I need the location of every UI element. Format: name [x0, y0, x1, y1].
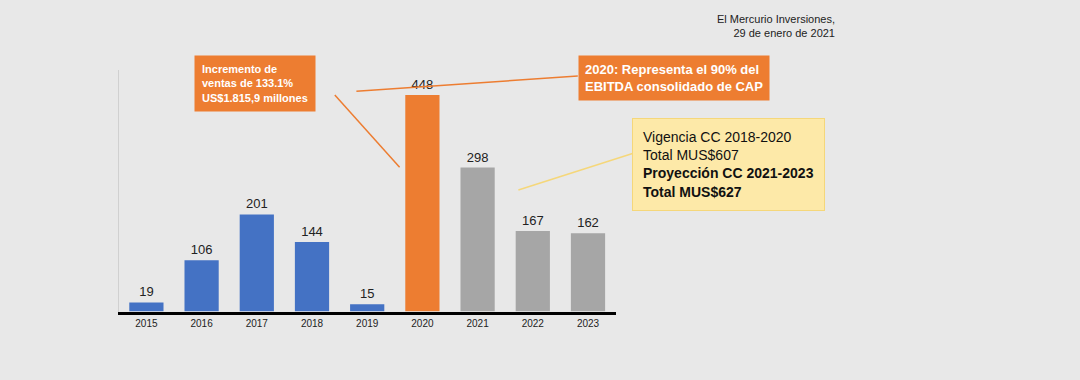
svg-text:2016: 2016	[190, 318, 213, 329]
svg-text:15: 15	[360, 286, 374, 301]
svg-text:2018: 2018	[301, 318, 324, 329]
svg-text:2023: 2023	[577, 318, 600, 329]
svg-text:448: 448	[412, 77, 434, 92]
svg-text:2017: 2017	[246, 318, 269, 329]
svg-text:106: 106	[191, 242, 213, 257]
svg-text:2015: 2015	[135, 318, 158, 329]
svg-text:Vigencia CC 2018-2020Total MUS: Vigencia CC 2018-2020Total MUS$607Proyec…	[643, 129, 814, 200]
svg-text:2020: Representa el 90% delEBI: 2020: Representa el 90% delEBITDA consol…	[585, 62, 763, 94]
svg-text:2019: 2019	[356, 318, 379, 329]
svg-text:167: 167	[522, 213, 544, 228]
svg-text:2022: 2022	[522, 318, 545, 329]
svg-text:19: 19	[139, 284, 153, 299]
svg-text:298: 298	[467, 150, 489, 165]
svg-text:144: 144	[301, 224, 323, 239]
svg-text:El Mercurio Inversiones,29 de: El Mercurio Inversiones,29 de enero de 2…	[717, 13, 835, 39]
svg-text:Incremento deventas de 133.1%U: Incremento deventas de 133.1%US$1.815,9 …	[202, 63, 308, 104]
svg-text:201: 201	[246, 196, 268, 211]
svg-text:2020: 2020	[411, 318, 434, 329]
svg-text:2021: 2021	[466, 318, 489, 329]
svg-text:162: 162	[577, 215, 599, 230]
